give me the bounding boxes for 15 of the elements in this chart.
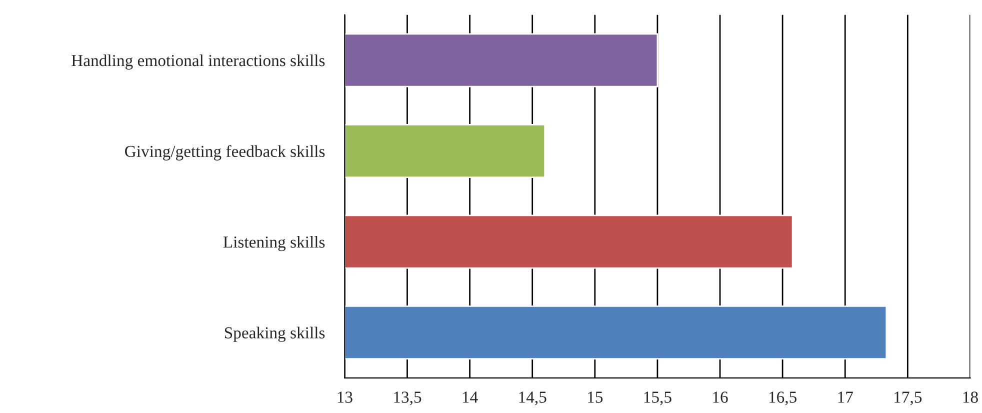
x-tick-label: 13,5 (394, 392, 422, 406)
x-tick-label: 15,5 (644, 392, 672, 406)
x-tick-label: 14,5 (519, 392, 546, 406)
y-tick-label: Handling emotional interactions skills (72, 54, 325, 70)
y-tick-label: Speaking skills (224, 326, 325, 342)
y-tick-label: Giving/getting feedback skills (125, 145, 325, 160)
x-tick-label: 16 (713, 392, 728, 403)
x-tick-label: 13 (338, 392, 352, 403)
x-tick-label: 16,5 (769, 392, 796, 406)
x-tick-label: 14 (462, 392, 478, 403)
x-tick-label: 15 (588, 392, 603, 403)
x-tick-label: 17 (838, 392, 853, 403)
y-tick-label: Listening skills (223, 236, 325, 252)
x-tick-label: 17,5 (894, 392, 922, 406)
x-tick-label: 18 (963, 392, 978, 403)
